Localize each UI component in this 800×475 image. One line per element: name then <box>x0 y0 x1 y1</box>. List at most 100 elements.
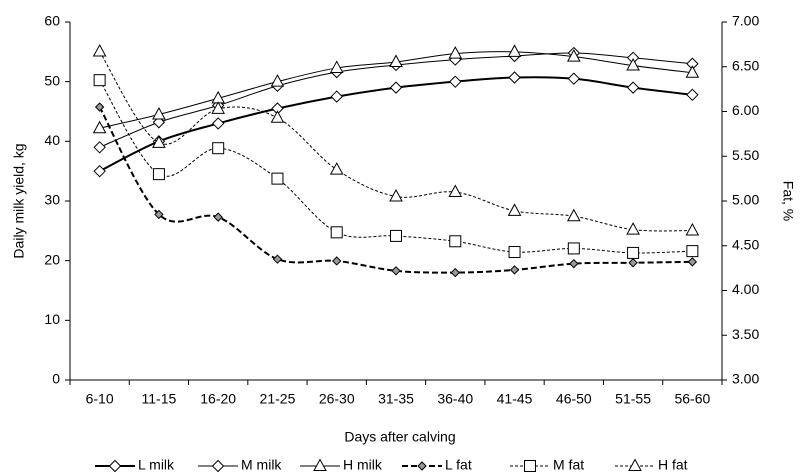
y-tick-label: 10 <box>44 311 60 327</box>
data-point <box>686 245 699 258</box>
data-point <box>686 88 699 102</box>
y2-tick-label: 3.00 <box>732 371 759 387</box>
data-point <box>687 257 698 267</box>
legend-label: M milk <box>241 457 282 473</box>
data-point <box>152 135 166 148</box>
legend-marker <box>524 460 536 472</box>
series-line <box>99 79 693 254</box>
legend-marker <box>211 459 225 473</box>
data-point <box>152 116 166 129</box>
data-point <box>509 265 520 275</box>
x-axis-label: Days after calving <box>344 429 455 445</box>
data-point <box>626 81 640 94</box>
data-point <box>567 242 580 255</box>
x-tick-label: 26-30 <box>319 391 355 407</box>
y-tick-label: 50 <box>44 72 60 88</box>
data-point <box>448 46 463 59</box>
x-tick-label: 46-50 <box>556 391 592 407</box>
data-point <box>449 235 462 248</box>
y2-tick-label: 6.50 <box>732 57 759 73</box>
data-point <box>330 90 343 103</box>
data-point <box>567 72 581 85</box>
x-tick-label: 51-55 <box>615 391 651 407</box>
data-point <box>449 75 462 88</box>
data-point <box>329 162 344 175</box>
data-point <box>93 74 106 87</box>
data-point <box>389 188 403 202</box>
data-point <box>389 54 403 67</box>
data-point <box>685 222 700 236</box>
data-point <box>390 229 402 242</box>
y2-tick-label: 7.00 <box>732 13 759 29</box>
y2-tick-label: 4.00 <box>732 281 759 297</box>
data-point <box>450 267 460 278</box>
data-point <box>94 102 105 112</box>
data-point <box>628 258 638 268</box>
data-point <box>569 258 579 269</box>
y2-tick-label: 5.50 <box>732 147 759 163</box>
y2-tick-label: 5.00 <box>732 192 759 208</box>
data-point <box>92 120 107 134</box>
x-tick-label: 21-25 <box>260 391 296 407</box>
y-tick-label: 40 <box>44 132 60 148</box>
x-tick-label: 41-45 <box>497 391 533 407</box>
data-point <box>152 106 166 120</box>
y2-tick-label: 6.00 <box>732 102 759 118</box>
data-point <box>448 184 463 198</box>
data-point <box>152 168 165 181</box>
legend-label: L milk <box>138 457 175 473</box>
legend-label: L fat <box>445 457 472 473</box>
series-line <box>99 51 693 232</box>
data-point <box>507 203 522 216</box>
data-point <box>212 142 225 155</box>
y2-tick-label: 3.50 <box>732 326 759 342</box>
y-tick-label: 60 <box>44 13 60 29</box>
legend-label: M fat <box>553 457 584 473</box>
data-point <box>329 60 344 73</box>
x-tick-label: 36-40 <box>437 391 473 407</box>
data-point <box>93 164 106 178</box>
legend-marker <box>108 459 122 473</box>
x-tick-label: 11-15 <box>142 391 177 407</box>
data-point <box>271 172 284 185</box>
data-point <box>626 58 640 71</box>
legend-label: H milk <box>343 457 383 473</box>
data-point <box>566 49 581 62</box>
data-point <box>330 226 343 239</box>
data-point <box>507 44 522 57</box>
series-line <box>98 106 693 274</box>
y-tick-label: 0 <box>52 371 60 387</box>
data-point <box>566 208 581 222</box>
x-tick-label: 6-10 <box>86 391 114 407</box>
data-point <box>389 81 403 94</box>
y2-axis-label: Fat, % <box>780 181 796 221</box>
data-point <box>154 209 164 220</box>
data-point <box>332 256 342 266</box>
legend-label: H fat <box>658 457 688 473</box>
y2-tick-label: 4.50 <box>732 236 759 252</box>
y-tick-label: 30 <box>44 192 60 208</box>
data-point <box>270 110 285 123</box>
data-point <box>508 246 521 259</box>
x-tick-label: 31-35 <box>378 391 414 407</box>
data-point <box>93 141 106 154</box>
data-point <box>211 117 225 130</box>
data-point <box>627 246 640 259</box>
data-point <box>272 254 283 264</box>
data-point <box>685 65 700 78</box>
data-point <box>92 43 107 57</box>
legend-marker <box>417 461 427 471</box>
y-tick-label: 20 <box>44 251 60 267</box>
x-tick-label: 56-60 <box>674 391 710 407</box>
x-tick-label: 16-20 <box>200 391 236 407</box>
data-point <box>213 212 223 222</box>
y-axis-label: Daily milk yield, kg <box>11 143 27 258</box>
legend-marker <box>313 458 327 471</box>
legend-marker <box>628 458 642 471</box>
data-point <box>626 222 640 235</box>
data-point <box>211 101 226 114</box>
data-point <box>508 71 521 84</box>
data-point <box>270 74 285 87</box>
data-point <box>391 266 401 276</box>
